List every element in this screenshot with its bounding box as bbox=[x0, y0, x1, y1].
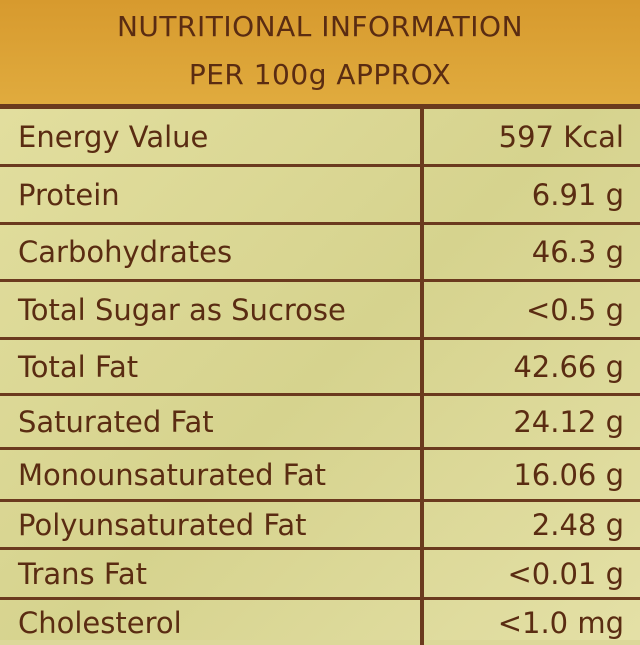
nutrient-amount: <0.01 g bbox=[507, 556, 625, 591]
nutrient-amount: 16.06 g bbox=[513, 457, 624, 492]
nutrient-name: Cholesterol bbox=[18, 605, 182, 640]
nutrient-amount: 2.48 g bbox=[531, 507, 624, 542]
nutrient-name: Total Sugar as Sucrose bbox=[18, 292, 346, 327]
table-row: Energy Value 597 Kcal bbox=[0, 109, 640, 167]
table-row: Total Fat 42.66 g bbox=[0, 340, 640, 396]
table-row: Trans Fat <0.01 g bbox=[0, 550, 640, 600]
table-row: Monounsaturated Fat 16.06 g bbox=[0, 450, 640, 502]
nutrient-amount: 24.12 g bbox=[513, 404, 624, 439]
nutrient-amount: 6.91 g bbox=[531, 177, 624, 212]
nutrient-name: Trans Fat bbox=[18, 556, 148, 591]
table-row: Carbohydrates 46.3 g bbox=[0, 225, 640, 282]
table-row: Cholesterol <1.0 mg bbox=[0, 600, 640, 645]
nutrient-amount: 46.3 g bbox=[531, 235, 624, 269]
nutrient-amount: <1.0 mg bbox=[497, 605, 624, 640]
nutrient-name: Monounsaturated Fat bbox=[18, 457, 326, 492]
nutrient-amount: <0.5 g bbox=[525, 292, 624, 327]
nutrition-table: Energy Value 597 Kcal Protein 6.91 g Carbohy… bbox=[0, 104, 640, 645]
title-line: NUTRITIONAL INFORMATION bbox=[116, 10, 524, 43]
table-row: Protein 6.91 g bbox=[0, 167, 640, 225]
table-row: Total Sugar as Sucrose <0.5 g bbox=[0, 282, 640, 340]
table-row: Polyunsaturated Fat 2.48 g bbox=[0, 502, 640, 550]
title-line: PER 100g APPROX bbox=[188, 58, 452, 91]
column-divider bbox=[420, 109, 424, 645]
nutrient-name: Carbohydrates bbox=[18, 235, 233, 269]
header: NUTRITIONAL INFORMATION PER 100g APPROX bbox=[0, 0, 640, 104]
nutrient-name: Protein bbox=[18, 177, 120, 212]
nutrient-name: Energy Value bbox=[18, 119, 209, 154]
table-row: Saturated Fat 24.12 g bbox=[0, 396, 640, 450]
nutrient-amount: 42.66 g bbox=[513, 349, 624, 384]
nutrient-name: Saturated Fat bbox=[18, 404, 214, 439]
nutrient-name: Polyunsaturated Fat bbox=[18, 507, 307, 542]
nutrient-name: Total Fat bbox=[18, 349, 139, 384]
nutrient-amount: 597 Kcal bbox=[498, 119, 624, 154]
